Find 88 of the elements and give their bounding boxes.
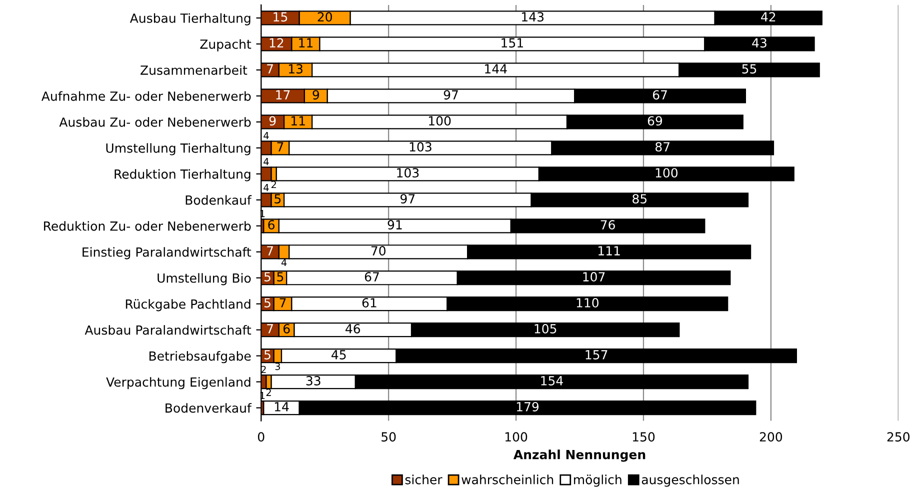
data-label: 4 <box>264 184 269 192</box>
data-label: 2 <box>266 388 271 396</box>
y-tick-label: Bodenverkauf <box>166 403 252 413</box>
data-label: 9 <box>269 116 276 126</box>
data-label: 76 <box>600 220 615 230</box>
data-label: 7 <box>267 246 273 256</box>
data-label: 111 <box>598 246 620 256</box>
data-label: 100 <box>656 168 678 178</box>
data-label: 9 <box>312 90 320 100</box>
legend-label: wahrscheinlich <box>462 474 554 484</box>
data-label: 143 <box>522 12 544 22</box>
y-tick-label: Umstellung Tierhaltung <box>106 143 250 156</box>
data-label: 4 <box>264 158 269 166</box>
y-tick-label: Ausbau Tierhaltung <box>130 13 250 26</box>
data-label: 5 <box>264 272 270 282</box>
y-tick-label: Reduktion Tierhaltung <box>114 169 250 182</box>
data-label: 110 <box>576 298 598 308</box>
data-label: 6 <box>284 324 290 334</box>
x-tick-label: 100 <box>505 432 528 442</box>
data-label: 157 <box>586 350 608 360</box>
data-label: 5 <box>264 350 270 360</box>
data-label: 11 <box>299 38 313 48</box>
y-tick-label: Reduktion Zu- oder Nebenerwerb <box>44 221 251 231</box>
data-label: 97 <box>400 194 415 204</box>
y-tick-label: Ausbau Paralandwirtschaft <box>84 325 252 335</box>
y-tick-label: Aufnahme Zu- oder Nebenerwerb <box>42 91 251 101</box>
data-label: 154 <box>541 376 563 386</box>
x-tick-label: 250 <box>887 432 910 442</box>
data-label: 85 <box>632 194 647 204</box>
data-label: 69 <box>648 116 662 126</box>
data-label: 5 <box>274 194 281 204</box>
data-label: 103 <box>410 142 432 152</box>
y-tick-label: Verpachtung Eigenland <box>106 377 250 390</box>
data-label: 20 <box>318 12 332 22</box>
data-label: 4 <box>281 258 287 266</box>
data-label: 105 <box>534 324 556 334</box>
x-tick-label: 50 <box>382 432 396 442</box>
data-label: 67 <box>652 90 667 100</box>
data-label: 2 <box>261 366 266 374</box>
data-label: 43 <box>752 38 766 48</box>
legend-label: möglich <box>574 474 622 487</box>
data-label: 179 <box>516 402 539 412</box>
data-label: 3 <box>275 362 280 370</box>
data-label: 103 <box>397 168 419 178</box>
data-label: 33 <box>306 376 320 386</box>
x-tick-label: 0 <box>258 432 264 442</box>
y-tick-label: Zusammenarbeit <box>140 65 248 75</box>
data-label: 61 <box>362 298 376 308</box>
data-label: 7 <box>280 298 286 308</box>
data-label: 5 <box>264 298 270 308</box>
data-label: 67 <box>364 272 379 282</box>
legend-label: sicher <box>405 474 442 484</box>
data-label: 46 <box>346 324 360 334</box>
y-tick-label: Bodenkauf <box>186 195 252 205</box>
x-tick-label: 150 <box>632 432 655 442</box>
data-label: 14 <box>274 402 289 412</box>
data-label: 144 <box>485 64 507 74</box>
data-label: 45 <box>332 350 346 360</box>
data-label: 91 <box>388 220 402 230</box>
data-label: 7 <box>277 142 284 152</box>
data-label: 6 <box>268 220 275 230</box>
data-label: 7 <box>267 64 273 74</box>
data-label: 70 <box>371 246 386 256</box>
data-label: 17 <box>276 90 290 100</box>
data-label: 97 <box>444 90 458 100</box>
data-label: 4 <box>264 132 269 140</box>
legend-label: ausgeschlossen <box>642 474 739 487</box>
x-tick-label: 200 <box>760 432 782 442</box>
data-label: 11 <box>292 116 305 126</box>
data-label: 151 <box>502 38 523 48</box>
y-tick-label: Betriebsaufgabe <box>150 351 251 364</box>
y-tick-label: Rückgabe Pachtland <box>126 299 250 312</box>
data-label: 12 <box>270 38 284 48</box>
data-label: 5 <box>277 272 284 282</box>
y-tick-label: Zupacht <box>200 39 252 52</box>
y-tick-label: Umstellung Bio <box>158 273 251 286</box>
data-label: 87 <box>655 142 670 152</box>
data-label: 55 <box>742 64 756 74</box>
y-tick-label: Einstieg Paralandwirtschaft <box>82 247 252 260</box>
data-label: 13 <box>288 64 302 74</box>
data-label: 15 <box>274 12 288 22</box>
data-label: 107 <box>583 272 605 282</box>
data-label: 2 <box>271 180 276 188</box>
y-tick-label: Ausbau Zu- oder Nebenerwerb <box>59 117 251 127</box>
data-label: 100 <box>429 116 451 126</box>
data-label: 7 <box>267 324 273 334</box>
data-label: 42 <box>761 12 776 22</box>
x-axis-title: Anzahl Nennungen <box>513 450 646 462</box>
